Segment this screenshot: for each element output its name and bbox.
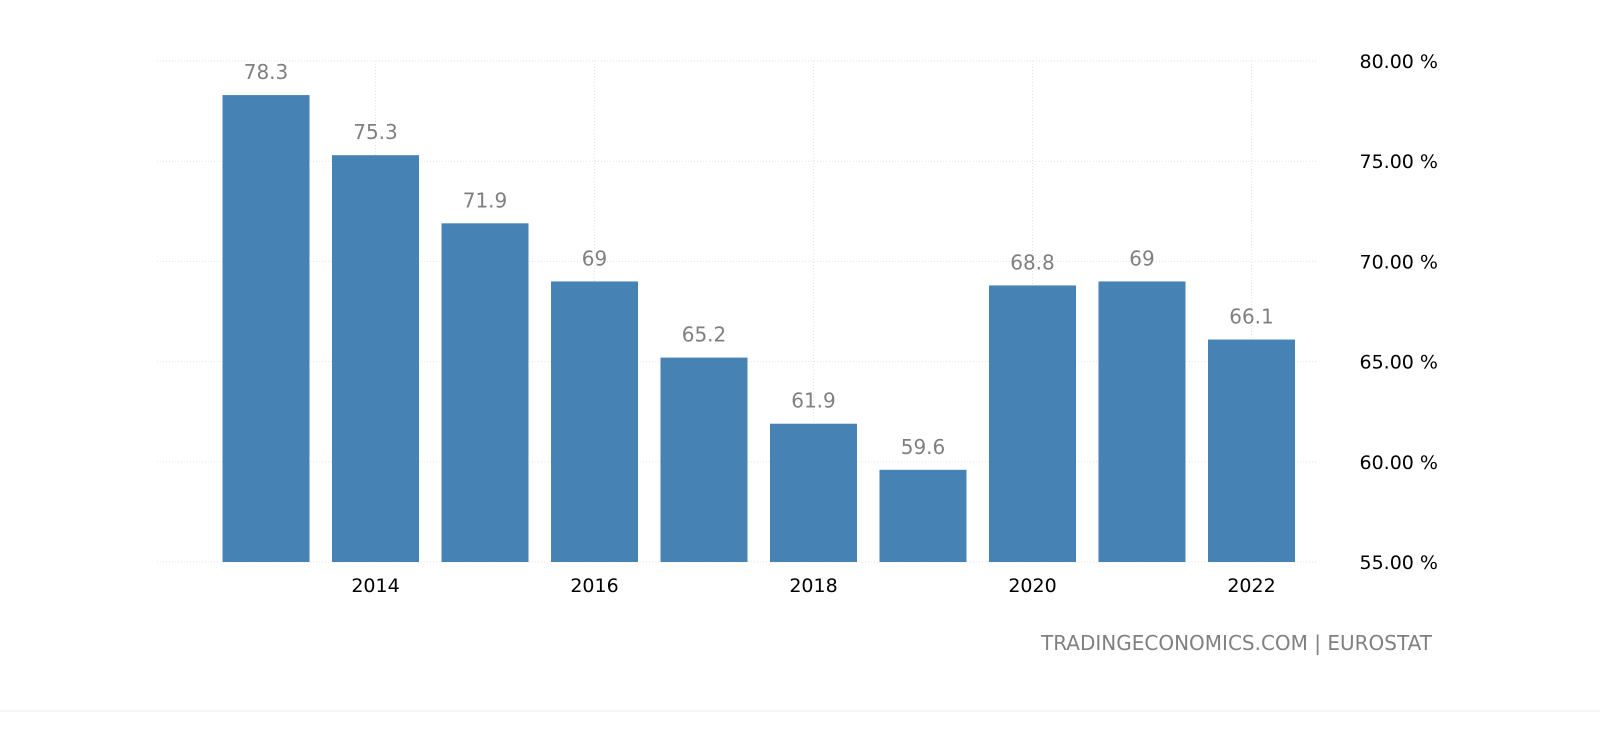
x-tick-label: 2016 [570, 575, 618, 597]
x-tick-label: 2020 [1008, 575, 1056, 597]
bar [879, 469, 967, 562]
bar-value-label: 69 [582, 246, 607, 270]
y-axis-ticks: 80.00 % 75.00 % 70.00 % 65.00 % 60.00 % 55.00… [1360, 51, 1439, 574]
y-tick-label: 55.00 % [1360, 552, 1439, 574]
x-tick-label: 2014 [351, 575, 399, 597]
bar [441, 223, 529, 562]
bars [222, 95, 1295, 563]
bar [222, 95, 310, 563]
y-tick-label: 80.00 % [1360, 51, 1439, 73]
bar [1208, 339, 1295, 562]
bar-value-label: 59.6 [901, 435, 946, 459]
y-tick-label: 60.00 % [1360, 452, 1439, 474]
bar-value-label: 68.8 [1010, 250, 1055, 274]
bar-value-label: 75.3 [353, 120, 398, 144]
x-axis-ticks: 2014 2016 2018 2020 2022 [351, 575, 1275, 597]
bar [332, 155, 419, 563]
y-tick-label: 75.00 % [1360, 151, 1439, 173]
bar-value-label: 65.2 [682, 323, 727, 347]
bar-value-label: 66.1 [1229, 305, 1274, 329]
bar-value-label: 69 [1129, 246, 1154, 270]
bar [989, 285, 1076, 562]
data-labels: 78.3 75.3 71.9 69 65.2 61.9 59.6 68.8 69 66.1 [244, 60, 1274, 459]
bar [660, 357, 748, 562]
bar-value-label: 61.9 [791, 389, 836, 413]
bar-value-label: 71.9 [463, 188, 508, 212]
x-tick-label: 2018 [789, 575, 837, 597]
bar [1098, 281, 1186, 562]
bar [770, 423, 857, 562]
x-tick-label: 2022 [1227, 575, 1275, 597]
source-text: TRADINGECONOMICS.COM | EUROSTAT [1040, 631, 1433, 655]
y-tick-label: 65.00 % [1360, 352, 1439, 374]
bar [551, 281, 638, 562]
bar-value-label: 78.3 [244, 60, 289, 84]
y-tick-label: 70.00 % [1360, 251, 1439, 273]
